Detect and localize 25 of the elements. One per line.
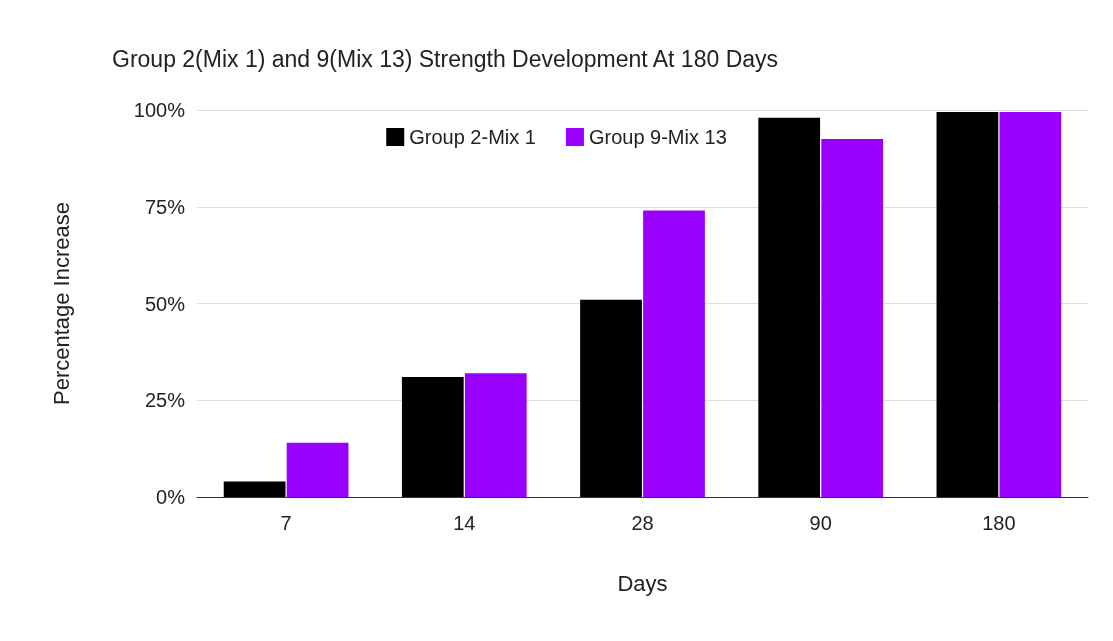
bar: [286, 442, 349, 497]
chart-title: Group 2(Mix 1) and 9(Mix 13) Strength Development At 180 Days: [112, 45, 779, 72]
legend-label: Group 9-Mix 13: [588, 126, 727, 148]
x-tick-label: 7: [280, 512, 292, 534]
x-tick-label: 180: [982, 512, 1016, 534]
bar: [999, 111, 1062, 497]
bar: [580, 299, 642, 497]
x-tick-label: 14: [453, 512, 476, 534]
bar: [643, 210, 705, 497]
bar: [821, 139, 884, 497]
bar: [464, 373, 527, 497]
bar: [401, 377, 464, 497]
y-tick-label: 100%: [133, 99, 186, 121]
y-axis-title: Percentage Increase: [48, 201, 74, 406]
bar: [936, 111, 999, 497]
x-axis-title: Days: [617, 570, 668, 596]
x-tick-label: 90: [809, 512, 832, 534]
y-tick-label: 75%: [144, 195, 186, 218]
bar: [223, 481, 286, 497]
legend-label: Group 2-Mix 1: [409, 126, 536, 148]
x-tick-label: 28: [631, 512, 654, 534]
y-tick-label: 50%: [144, 292, 186, 315]
y-tick-label: 25%: [144, 389, 186, 412]
bar: [758, 117, 821, 497]
y-tick-label: 0%: [156, 486, 186, 508]
